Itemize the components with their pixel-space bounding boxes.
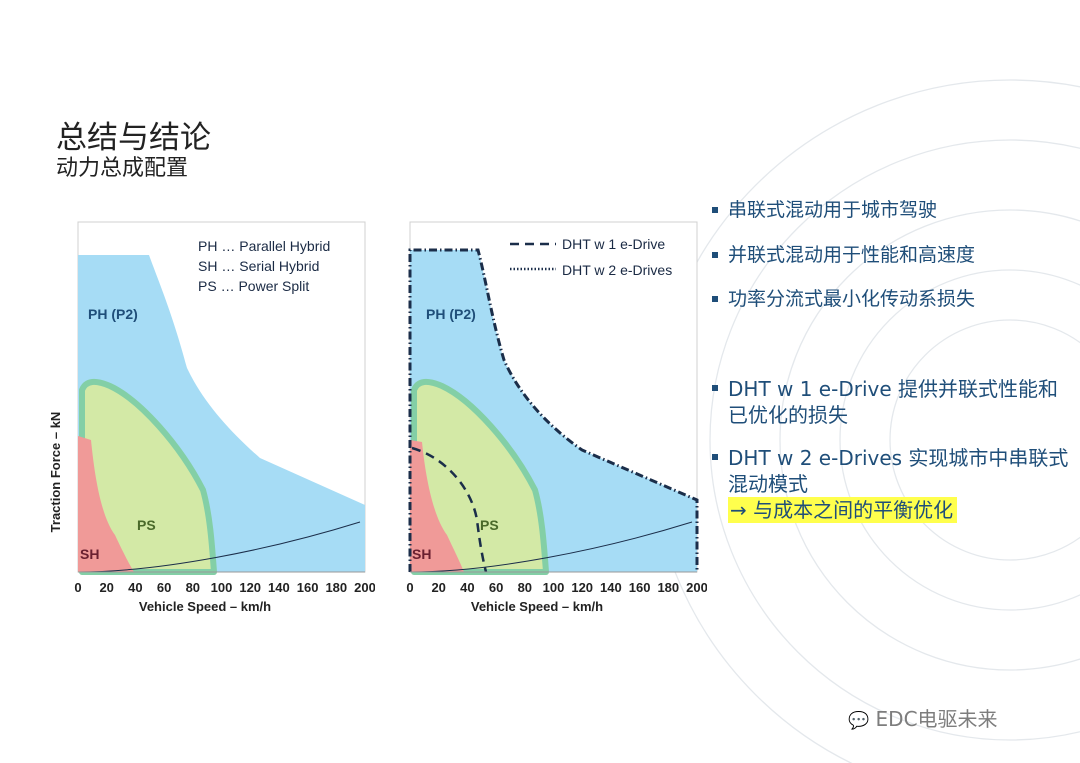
bullet-item: 功率分流式最小化传动系损失 [712, 287, 1072, 312]
bullet-square-icon [712, 385, 718, 392]
bullet-square-icon [712, 251, 718, 258]
bullet-text: DHT w 1 e-Drive 提供并联式性能和已优化的损失 [728, 377, 1059, 428]
label-ph: PH (P2) [426, 306, 476, 322]
x-tick-label: 40 [128, 580, 142, 595]
highlight-text: → 与成本之间的平衡优化 [728, 497, 958, 524]
y-axis-label: Traction Force – kN [48, 412, 63, 533]
x-tick-label: 160 [629, 580, 651, 595]
label-ph: PH (P2) [88, 306, 138, 322]
bullet-text: 串联式混动用于城市驾驶 [728, 199, 938, 221]
legend-dht-1: DHT w 1 e-Drive [562, 236, 665, 252]
x-tick-label: 0 [406, 580, 413, 595]
bullet-list: 串联式混动用于城市驾驶 并联式混动用于性能和高速度 功率分流式最小化传动系损失 … [712, 198, 1072, 540]
x-tick-label: 180 [657, 580, 679, 595]
x-tick-label: 100 [211, 580, 233, 595]
bullet-item: 并联式混动用于性能和高速度 [712, 243, 1072, 268]
x-tick-label: 200 [686, 580, 707, 595]
x-tick-label: 20 [99, 580, 113, 595]
resistance-curve [409, 521, 693, 573]
label-ps: PS [137, 517, 156, 533]
x-tick-label: 200 [354, 580, 375, 595]
x-tick-label: 140 [268, 580, 290, 595]
bullet-text: 并联式混动用于性能和高速度 [728, 243, 976, 266]
x-tick-labels: 0 20 40 60 80 100 120 140 160 180 200 [74, 580, 375, 595]
x-tick-label: 180 [325, 580, 347, 595]
x-tick-label: 80 [186, 580, 200, 595]
x-tick-labels: 0 20 40 60 80 100 120 140 160 180 200 [406, 580, 707, 595]
x-tick-label: 120 [239, 580, 261, 595]
x-tick-label: 60 [157, 580, 171, 595]
bullet-text: 功率分流式最小化传动系损失 [728, 288, 976, 311]
x-tick-label: 20 [431, 580, 445, 595]
legend-dht-2: DHT w 2 e-Drives [562, 262, 672, 278]
page-title: 总结与结论 [56, 120, 211, 156]
x-tick-label: 80 [518, 580, 532, 595]
legend-sh: SH … Serial Hybrid [198, 258, 319, 274]
chart-right: 0 20 40 60 80 100 120 140 160 180 200 Vehicle Spee… [406, 221, 707, 614]
region-ps [79, 378, 217, 575]
x-axis-label: Vehicle Speed – km/h [471, 599, 603, 614]
bullet-square-icon [712, 454, 718, 461]
chat-bubble-icon: 💬 [848, 711, 870, 731]
region-sh [78, 436, 134, 572]
label-sh: SH [80, 546, 99, 562]
watermark-text: EDC电驱未来 [875, 707, 998, 731]
region-ps [411, 378, 549, 575]
resistance-curve [77, 521, 361, 573]
label-ps: PS [480, 517, 499, 533]
watermark: 💬 EDC电驱未来 [848, 703, 998, 732]
bullet-item: 串联式混动用于城市驾驶 [712, 198, 1072, 223]
x-tick-label: 40 [460, 580, 474, 595]
label-sh: SH [412, 546, 431, 562]
bullet-text: DHT w 2 e-Drives 实现城市中串联式混动模式 [728, 446, 1069, 497]
bullet-item: DHT w 2 e-Drives 实现城市中串联式混动模式 → 与成本之间的平衡… [712, 445, 1072, 524]
x-tick-label: 0 [74, 580, 81, 595]
legend-ph: PH … Parallel Hybrid [198, 238, 330, 254]
legend-ps: PS … Power Split [198, 278, 309, 294]
x-tick-label: 160 [297, 580, 319, 595]
bullet-square-icon [712, 296, 718, 303]
dht-2-edrives-boundary [408, 248, 699, 572]
dht-1-edrive-boundary [411, 446, 488, 573]
wechat-icon [838, 705, 848, 715]
x-tick-label: 140 [600, 580, 622, 595]
x-tick-label: 60 [489, 580, 503, 595]
x-axis-label: Vehicle Speed – km/h [139, 599, 271, 614]
region-sh [410, 440, 464, 572]
x-tick-label: 100 [543, 580, 565, 595]
bullet-square-icon [712, 207, 718, 213]
bullet-item: DHT w 1 e-Drive 提供并联式性能和已优化的损失 [712, 376, 1072, 428]
chart-left: 0 20 40 60 80 100 120 140 160 180 200 Vehicle Spee… [48, 221, 375, 614]
x-tick-label: 120 [571, 580, 593, 595]
page-subtitle: 动力总成配置 [56, 156, 189, 181]
